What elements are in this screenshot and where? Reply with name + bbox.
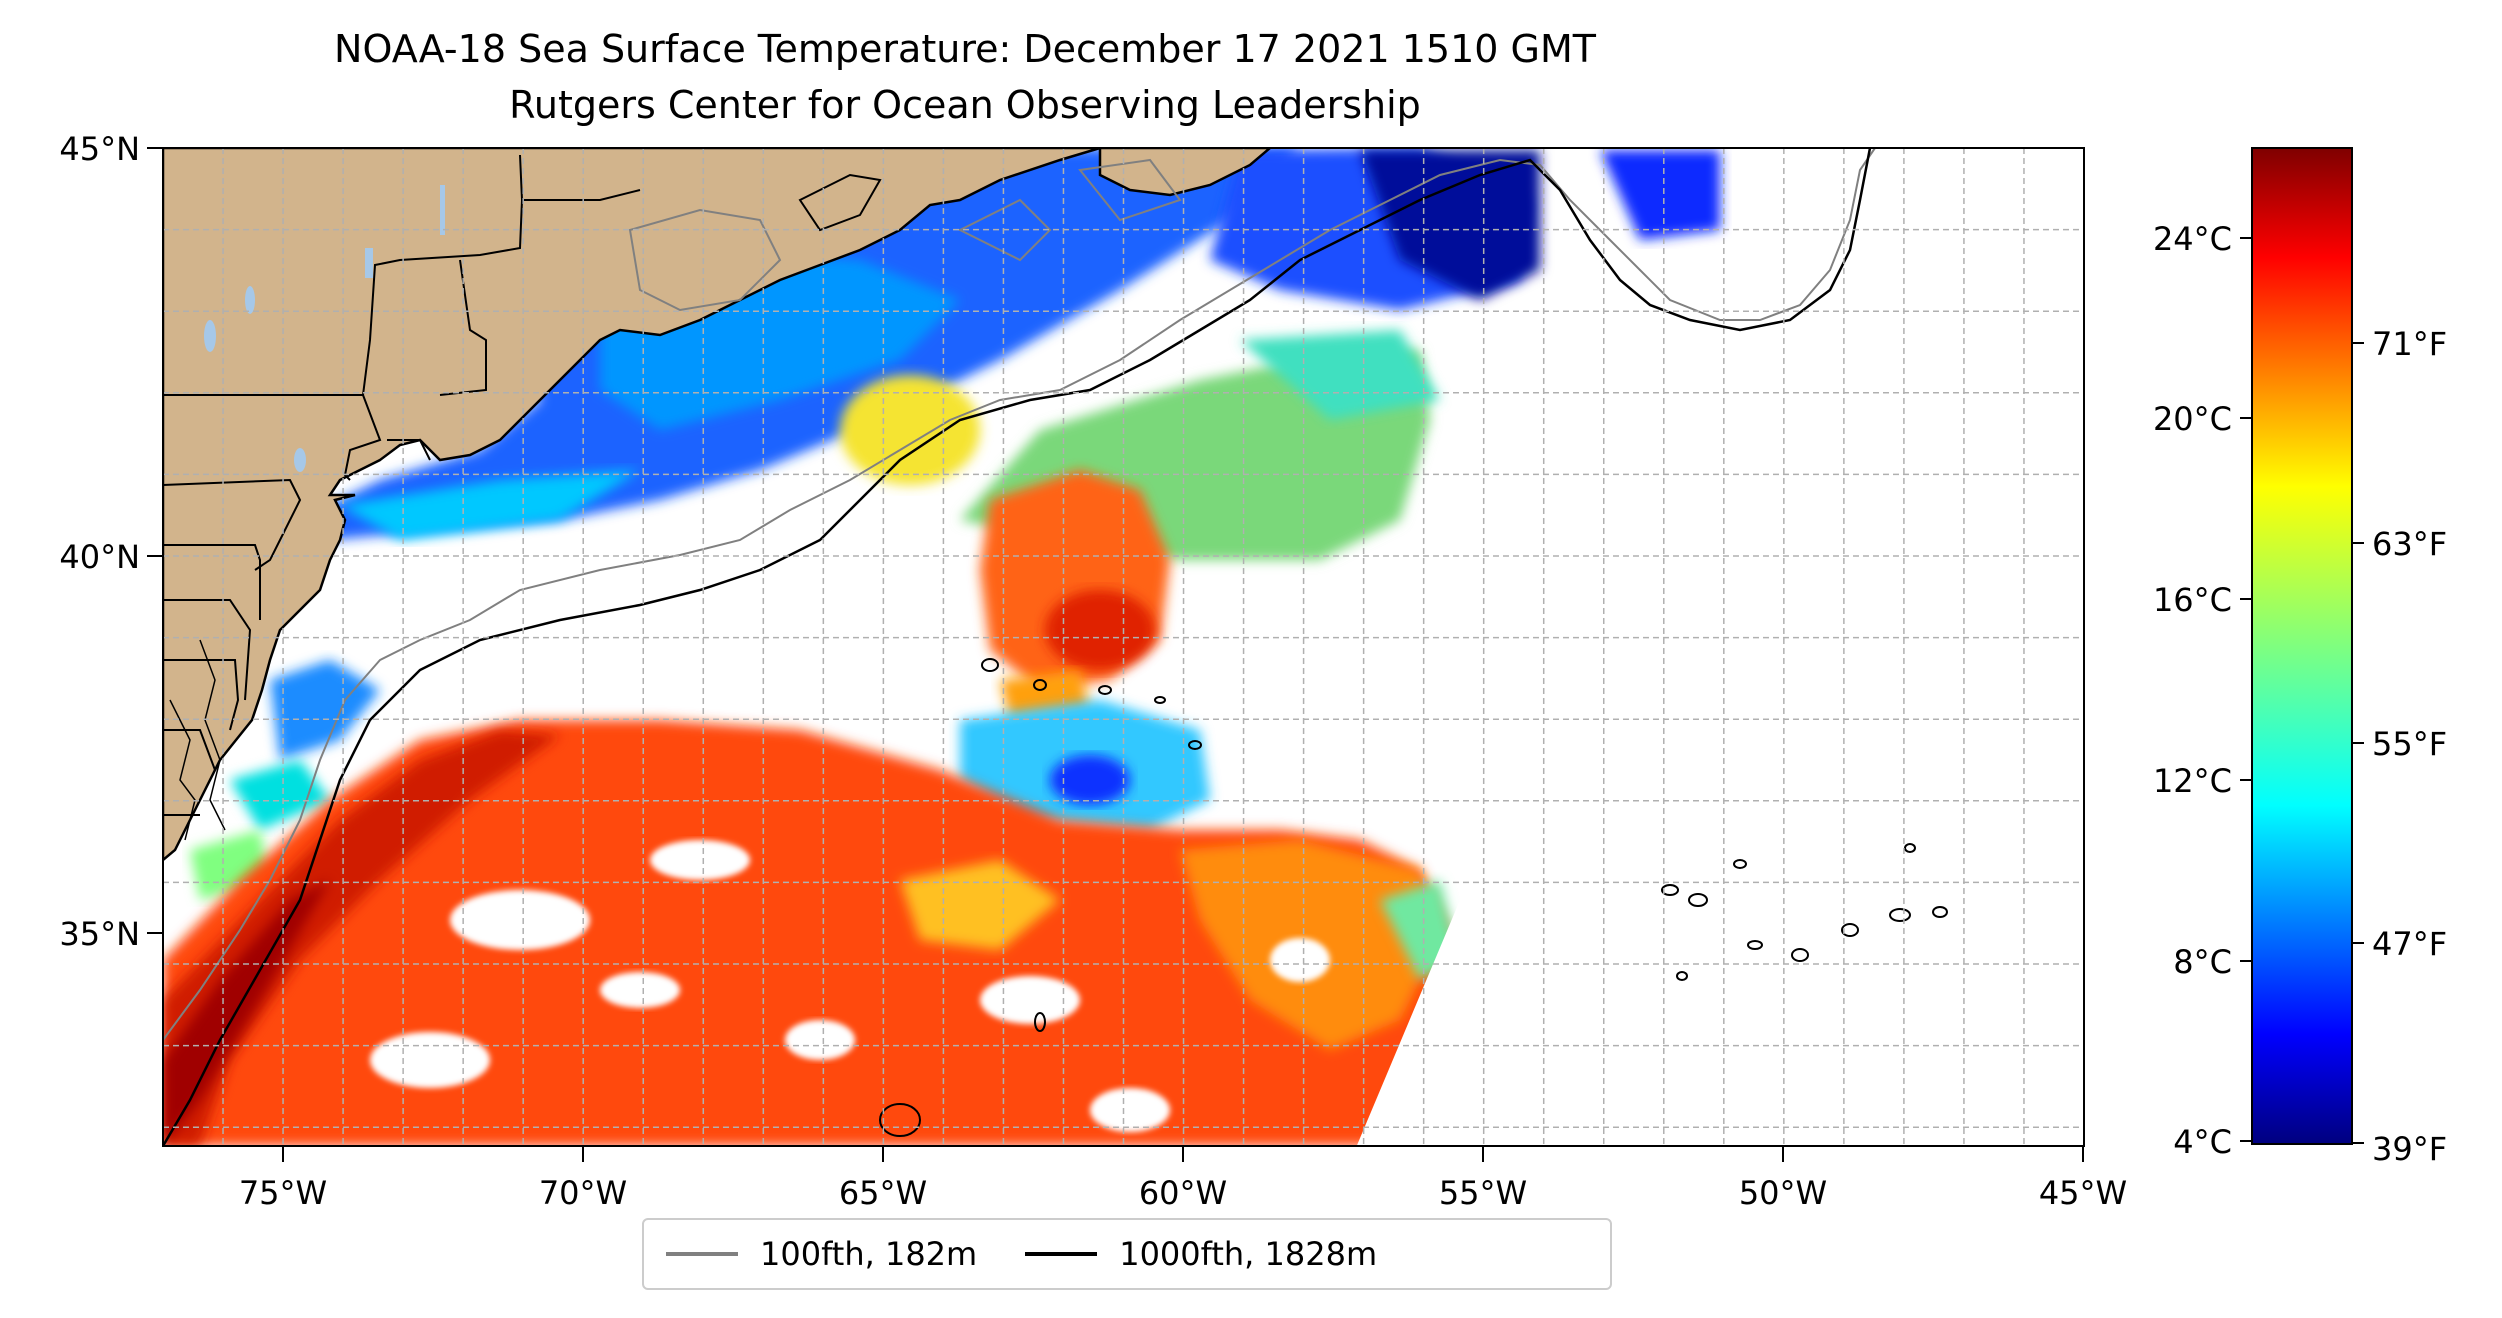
map-frame — [162, 147, 2085, 1147]
colorbar: 24°C 20°C 16°C 12°C 8°C 4°C 71°F 63°F 55… — [2153, 147, 2447, 1168]
lon-label: 50°W — [1739, 1174, 1827, 1212]
legend-label: 1000fth, 1828m — [1119, 1235, 1378, 1273]
colorbar-f-label: 55°F — [2372, 725, 2447, 763]
colorbar-c-label: 4°C — [2173, 1123, 2232, 1161]
lat-label: 35°N — [59, 915, 140, 953]
lon-label: 60°W — [1139, 1174, 1227, 1212]
map-gridlines — [163, 148, 2084, 1146]
legend-line-gray — [666, 1252, 738, 1256]
lon-label: 70°W — [539, 1174, 627, 1212]
seamounts — [879, 658, 1948, 1137]
colorbar-c-label: 12°C — [2153, 762, 2232, 800]
colorbar-c-label: 8°C — [2173, 943, 2232, 981]
legend-label: 100fth, 182m — [760, 1235, 978, 1273]
map-title: NOAA-18 Sea Surface Temperature: Decembe… — [334, 27, 1596, 71]
lon-label: 55°W — [1439, 1174, 1527, 1212]
colorbar-f-label: 39°F — [2372, 1130, 2447, 1168]
chesapeake-coastline — [169, 639, 226, 841]
colorbar-c-label: 16°C — [2153, 581, 2232, 619]
legend-item-1000fth: 1000fth, 1828m — [1025, 1235, 1377, 1273]
colorbar-f-label: 71°F — [2372, 325, 2447, 363]
isobaths — [163, 148, 1876, 1146]
colorbar-c-label: 20°C — [2153, 400, 2232, 438]
legend-line-black — [1025, 1252, 1098, 1256]
state-boundaries — [163, 154, 641, 816]
lon-label: 65°W — [839, 1174, 927, 1212]
colorbar-f-label: 63°F — [2372, 525, 2447, 563]
map-subtitle: Rutgers Center for Ocean Observing Leade… — [509, 83, 1421, 127]
lon-label: 75°W — [239, 1174, 327, 1212]
colorbar-f-label: 47°F — [2372, 925, 2447, 963]
colorbar-gradient — [2251, 147, 2353, 1145]
lon-label: 45°W — [2039, 1174, 2127, 1212]
colorbar-c-label: 24°C — [2153, 220, 2232, 258]
lat-label: 45°N — [59, 130, 140, 168]
land — [163, 148, 1272, 862]
lakes — [204, 185, 445, 472]
isobath-legend: 100fth, 182m 1000fth, 1828m — [642, 1218, 1612, 1290]
sst-field — [163, 148, 2084, 1146]
map-axes: 75°W 70°W 65°W 60°W 55°W 50°W 45°W 45°N … — [59, 130, 2127, 1212]
legend-item-100fth: 100fth, 182m — [666, 1235, 977, 1273]
lat-label: 40°N — [59, 538, 140, 576]
